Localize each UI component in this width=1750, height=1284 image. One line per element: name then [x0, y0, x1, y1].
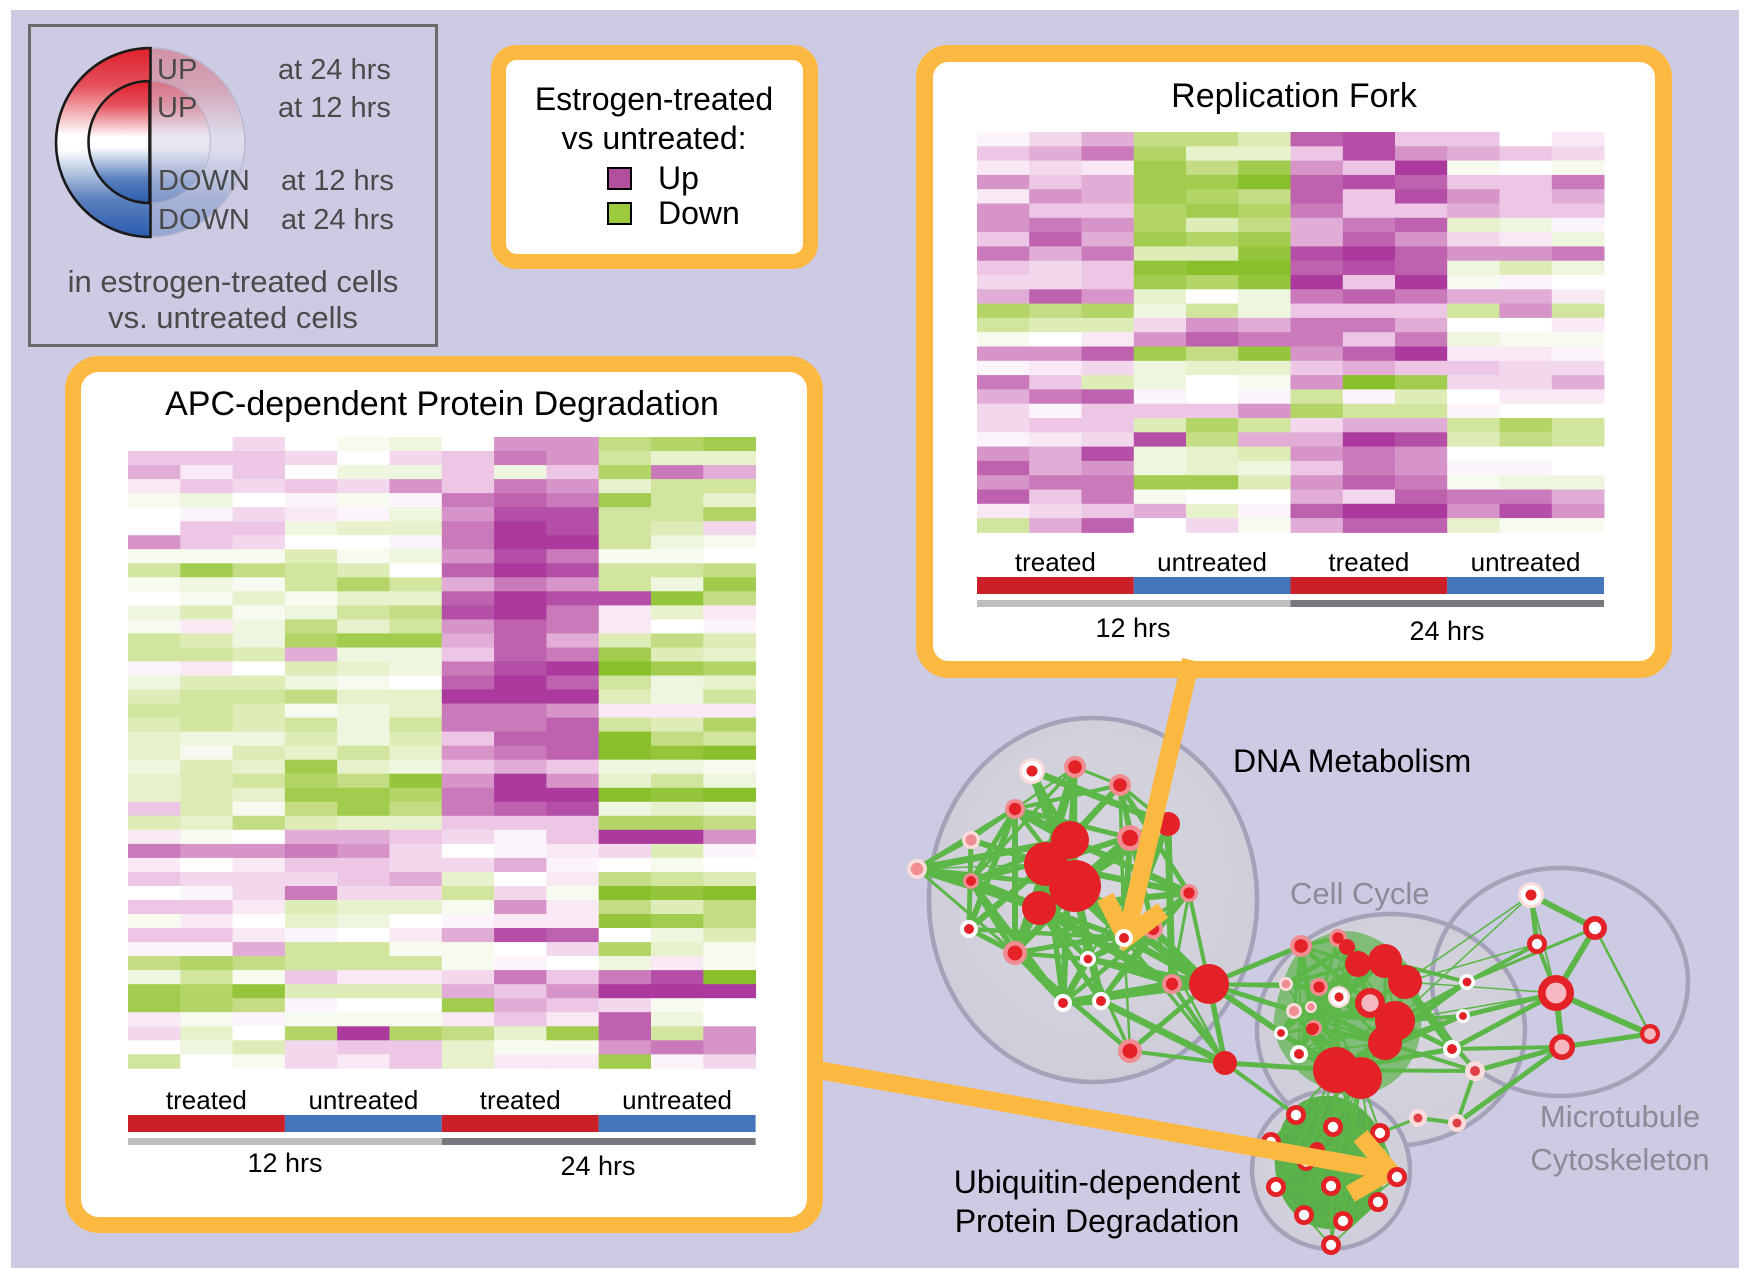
svg-text:Ubiquitin-dependent: Ubiquitin-dependent	[954, 1164, 1241, 1200]
svg-text:treated: treated	[166, 1085, 247, 1115]
svg-text:Protein Degradation: Protein Degradation	[955, 1203, 1240, 1239]
svg-text:at 24 hrs: at 24 hrs	[278, 54, 391, 86]
svg-text:DOWN: DOWN	[158, 204, 250, 236]
svg-text:Replication Fork: Replication Fork	[1171, 77, 1418, 115]
svg-text:APC-dependent Protein Degradat: APC-dependent Protein Degradation	[165, 385, 719, 423]
svg-text:Down: Down	[658, 195, 740, 231]
svg-text:12 hrs: 12 hrs	[247, 1148, 322, 1178]
svg-text:Cell Cycle: Cell Cycle	[1290, 876, 1430, 911]
svg-text:UP: UP	[157, 92, 197, 124]
svg-text:12 hrs: 12 hrs	[1095, 613, 1170, 643]
svg-text:untreated: untreated	[308, 1085, 418, 1115]
svg-text:treated: treated	[1015, 547, 1096, 577]
svg-text:Estrogen-treated: Estrogen-treated	[535, 81, 773, 117]
svg-text:Up: Up	[658, 160, 699, 196]
svg-text:24 hrs: 24 hrs	[1409, 616, 1484, 646]
svg-text:vs untreated:: vs untreated:	[562, 120, 747, 156]
svg-text:vs. untreated cells: vs. untreated cells	[108, 300, 358, 335]
svg-text:treated: treated	[1328, 547, 1409, 577]
svg-text:untreated: untreated	[1471, 547, 1581, 577]
svg-text:24 hrs: 24 hrs	[560, 1151, 635, 1181]
svg-text:in estrogen-treated cells: in estrogen-treated cells	[68, 264, 399, 299]
svg-text:DNA Metabolism: DNA Metabolism	[1233, 743, 1471, 779]
svg-text:DOWN: DOWN	[158, 165, 250, 197]
svg-text:untreated: untreated	[622, 1085, 732, 1115]
svg-text:at 12 hrs: at 12 hrs	[278, 92, 391, 124]
svg-text:treated: treated	[480, 1085, 561, 1115]
svg-text:at 12 hrs: at 12 hrs	[281, 165, 394, 197]
svg-text:Microtubule: Microtubule	[1540, 1099, 1700, 1134]
svg-text:Cytoskeleton: Cytoskeleton	[1530, 1142, 1709, 1177]
svg-text:untreated: untreated	[1157, 547, 1267, 577]
svg-text:UP: UP	[157, 54, 197, 86]
svg-text:at 24 hrs: at 24 hrs	[281, 204, 394, 236]
